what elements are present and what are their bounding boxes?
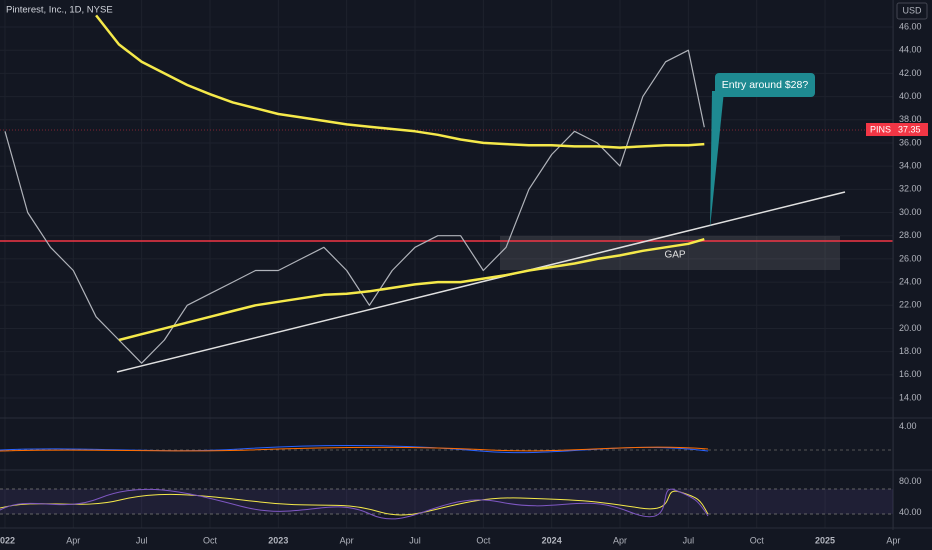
x-tick-label: Jul [683,535,695,545]
x-tick-label: 2025 [815,535,835,545]
y-tick-label: 32.00 [899,184,922,194]
y-tick-label: 14.00 [899,392,922,402]
x-tick-label: Oct [750,535,765,545]
y-tick-label: 34.00 [899,161,922,171]
x-tick-label: Oct [203,535,218,545]
y-tick-label: 38.00 [899,114,922,124]
y-tick-label: 28.00 [899,230,922,240]
y-tick-label: 24.00 [899,276,922,286]
y-tick-label: 16.00 [899,369,922,379]
macd-tick-label: 4.00 [899,421,917,431]
x-tick-label: 2024 [542,535,562,545]
x-tick-label: Apr [613,535,627,545]
rsi-band [0,489,893,514]
grid [0,0,894,528]
x-tick-label: 2023 [268,535,288,545]
callout-pointer [710,91,724,228]
gap-label: GAP [664,250,685,261]
currency: USD [902,5,922,15]
y-tick-label: 22.00 [899,300,922,310]
last-price: 37.35 [898,124,921,134]
y-tick-label: 20.00 [899,323,922,333]
x-tick-label: Jul [136,535,148,545]
x-tick-label: 2022 [0,535,15,545]
x-axis: 2022 Apr Jul Oct 2023 Apr Jul Oct 2024 Apr Jul Oct 2… [0,535,900,545]
signal-line [0,446,709,452]
y-tick-label: 40.00 [899,91,922,101]
x-tick-label: Oct [476,535,491,545]
y-tick-label: 26.00 [899,253,922,263]
symbol: PINS [870,124,891,134]
callout-box [715,73,815,97]
rsi-tick-label: 40.00 [899,507,922,517]
chart-title: Pinterest, Inc., 1D, NYSE [6,5,113,16]
y-axis: 14.00 16.00 18.00 20.00 22.00 24.00 26.00 28.00… [899,21,922,517]
currency-box [896,2,928,20]
rsi-tick-label: 80.00 [899,476,922,486]
x-tick-label: Apr [66,535,80,545]
y-tick-label: 42.00 [899,68,922,78]
y-tick-label: 44.00 [899,45,922,55]
y-tick-label: 36.00 [899,137,922,147]
y-tick-label: 30.00 [899,207,922,217]
rsi-line [0,488,709,520]
x-tick-label: Apr [886,535,900,545]
y-tick-label: 18.00 [899,346,922,356]
trend-line [116,191,846,373]
y-tick-label: 46.00 [899,21,922,31]
last-price-badge [866,123,928,136]
moving-average [95,14,705,149]
rsi-ma [0,490,709,516]
moving-average [118,237,705,342]
callout-text: Entry around $28? [722,79,809,91]
x-tick-label: Apr [340,535,354,545]
series-group [4,14,705,364]
x-tick-label: Jul [409,535,421,545]
price-line [4,49,705,364]
